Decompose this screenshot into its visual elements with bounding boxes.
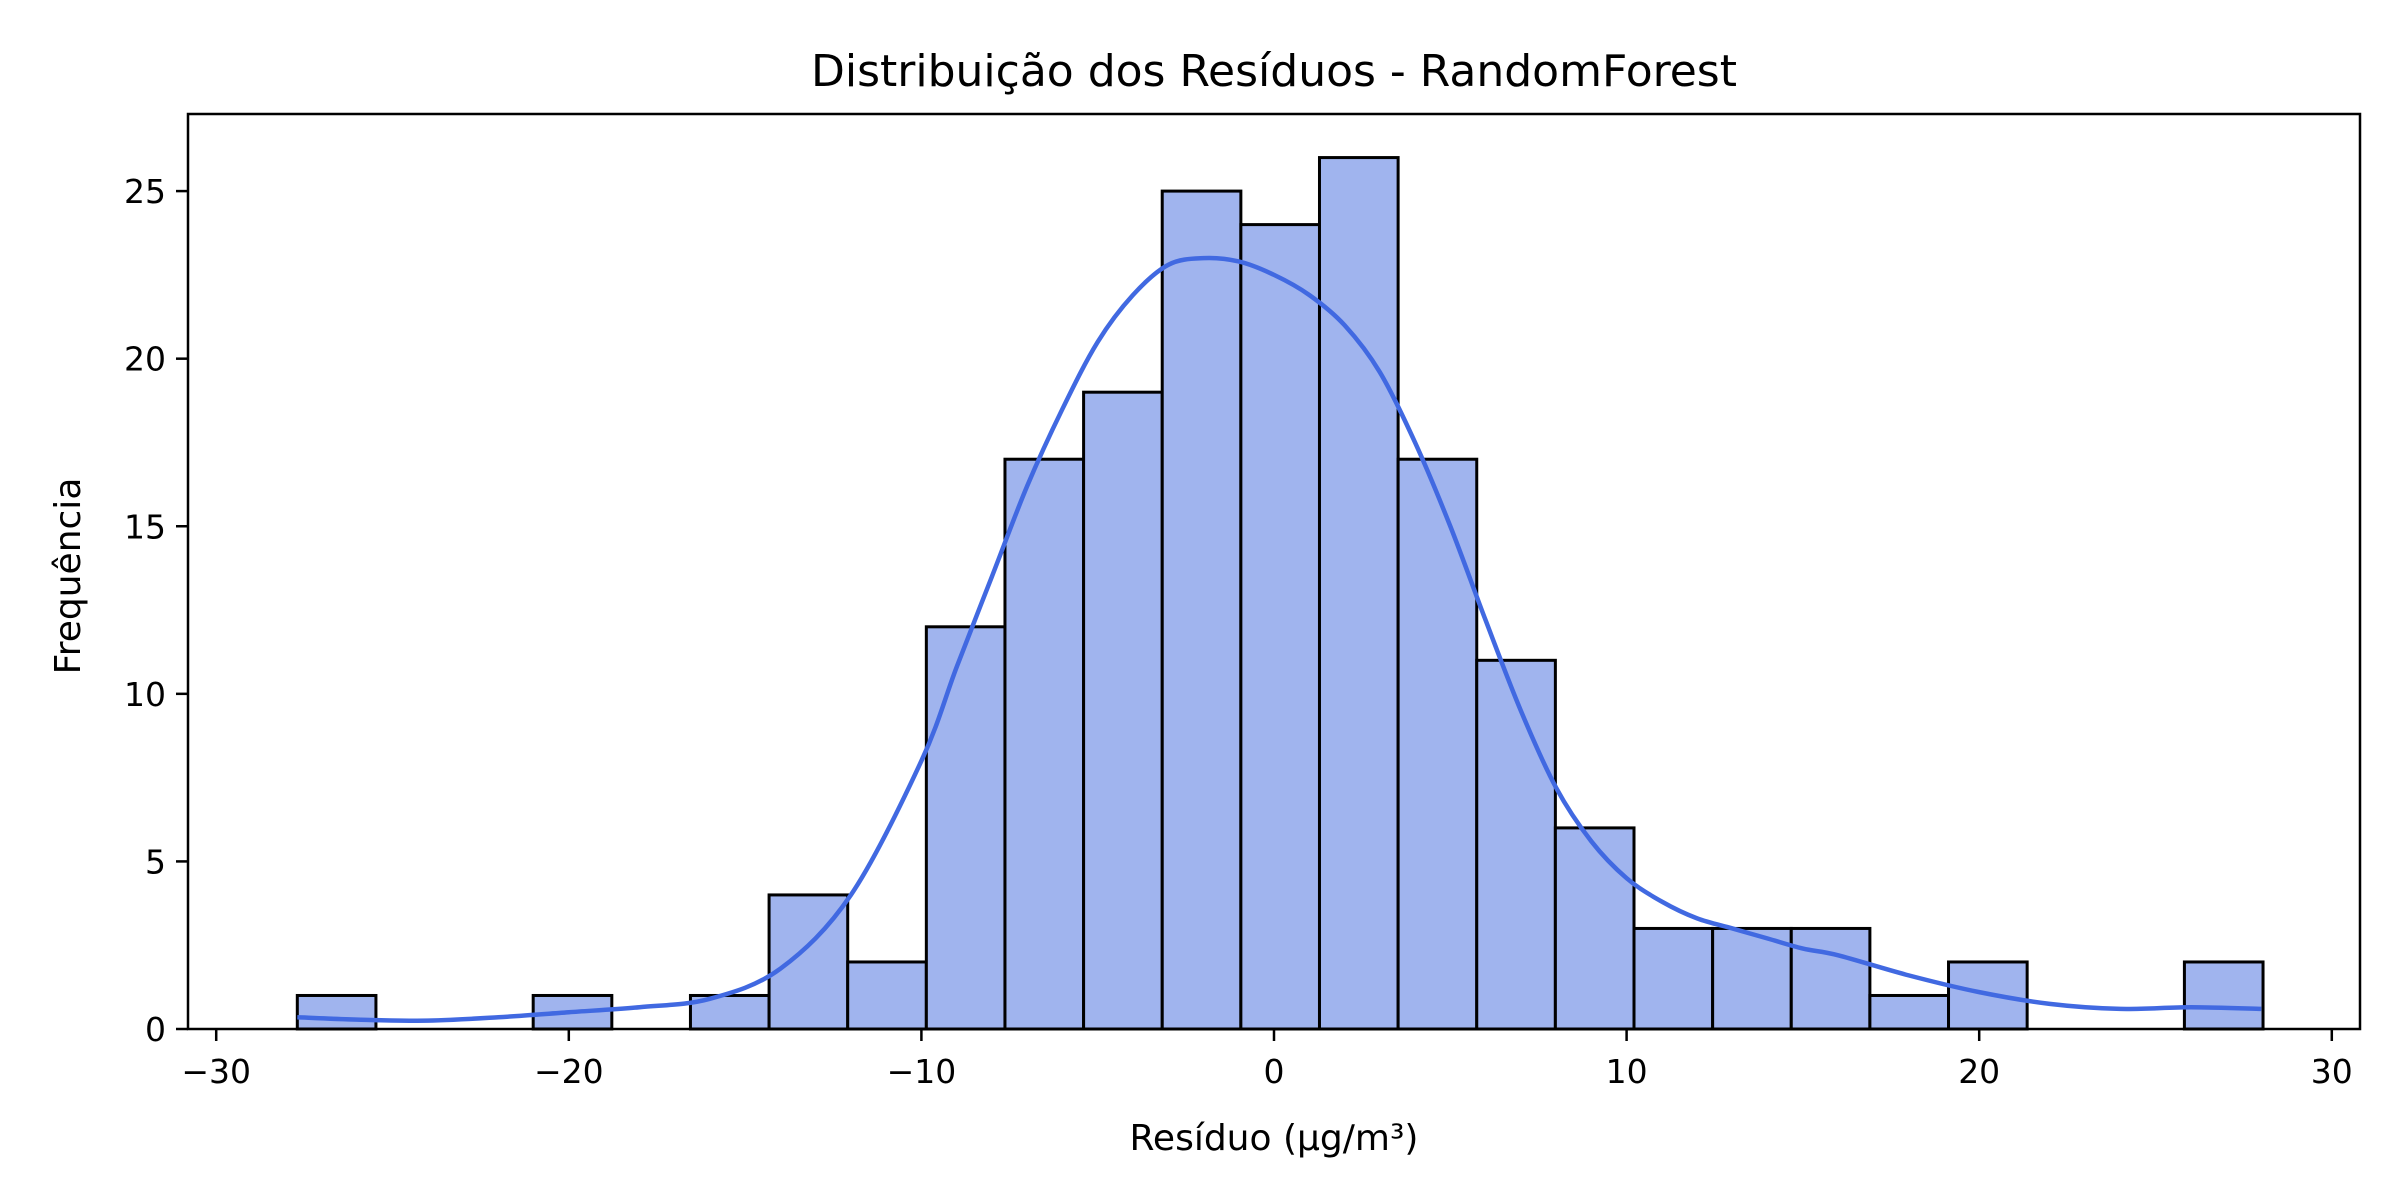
- histogram-bar: [1239, 223, 1321, 1031]
- histogram-bar: [1396, 457, 1479, 1031]
- histogram-bar: [295, 993, 378, 1031]
- chart-title: Distribuição dos Resíduos - RandomForest: [811, 46, 1737, 97]
- histogram-bar: [1082, 390, 1164, 1031]
- y-tick-label: 25: [124, 172, 166, 211]
- x-axis: −30 −20 −10 0 10 20 30: [181, 1029, 2353, 1091]
- bars-group: [295, 156, 2265, 1031]
- histogram-bar: [1003, 457, 1086, 1031]
- y-axis-label: Frequência: [48, 478, 89, 675]
- x-tick-label: 0: [1264, 1052, 1285, 1091]
- histogram-bar: [1789, 926, 1872, 1031]
- x-tick-label: 30: [2311, 1052, 2353, 1091]
- histogram-bar: [846, 960, 928, 1031]
- y-tick-label: 10: [124, 675, 166, 714]
- histogram-bar: [1160, 189, 1243, 1031]
- y-tick-label: 20: [124, 340, 166, 379]
- x-tick-label: 10: [1606, 1052, 1648, 1091]
- y-tick-label: 0: [145, 1010, 166, 1049]
- x-tick-label: −20: [534, 1052, 604, 1091]
- y-tick-label: 5: [145, 842, 166, 881]
- histogram-bar: [924, 625, 1007, 1031]
- histogram-bar: [2182, 960, 2265, 1031]
- histogram-bar: [1475, 658, 1557, 1031]
- x-tick-label: −30: [181, 1052, 251, 1091]
- kde-line: [297, 255, 2262, 1023]
- x-tick-label: −10: [887, 1052, 957, 1091]
- histogram-bar: [1632, 926, 1715, 1031]
- y-axis: 0 5 10 15 20 25: [124, 172, 188, 1049]
- histogram-bar: [1868, 993, 1951, 1031]
- histogram-bar: [1553, 826, 1636, 1031]
- y-tick-label: 15: [124, 507, 166, 546]
- x-axis-label: Resíduo (µg/m³): [1130, 1118, 1419, 1159]
- x-tick-label: 20: [1958, 1052, 2000, 1091]
- kde-group: [297, 255, 2262, 1023]
- histogram-bar: [1317, 156, 1400, 1031]
